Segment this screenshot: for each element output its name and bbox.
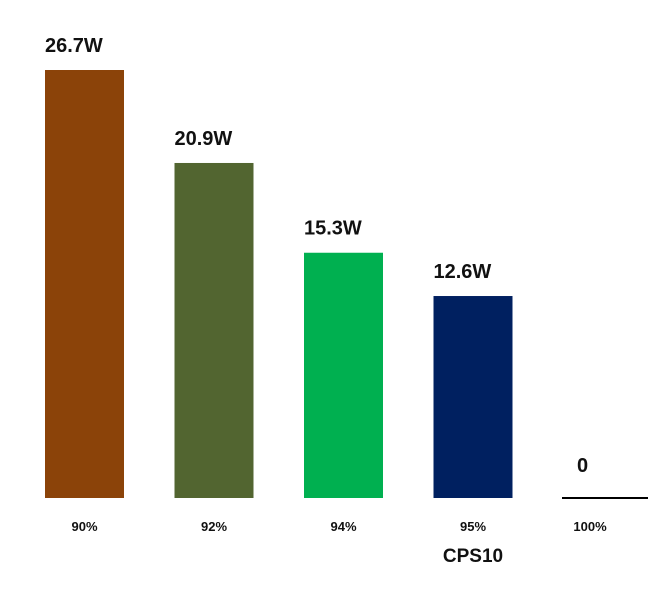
data-label-92pct: 20.9W	[175, 128, 233, 150]
category-label-95pct: 95%	[460, 519, 486, 534]
bar-90pct	[45, 70, 124, 498]
data-label-90pct: 26.7W	[45, 35, 103, 57]
bar-95pct	[433, 296, 513, 498]
bar-94pct	[304, 252, 383, 498]
category-label-94pct: 94%	[330, 519, 356, 534]
category-label-90pct: 90%	[71, 519, 97, 534]
data-label-100pct: 0	[577, 455, 588, 477]
category-label-100pct: 100%	[573, 519, 607, 534]
data-label-95pct: 12.6W	[434, 261, 492, 283]
bars-layer	[45, 70, 648, 499]
data-label-94pct: 15.3W	[304, 218, 362, 240]
labels-layer: 26.7W 90% 20.9W 92% 15.3W 94% 12.6W 95% 0 100% CPS…	[45, 35, 607, 567]
annotation-cps10: CPS10	[443, 546, 503, 567]
category-label-92pct: 92%	[201, 519, 227, 534]
bar-92pct	[174, 162, 254, 498]
